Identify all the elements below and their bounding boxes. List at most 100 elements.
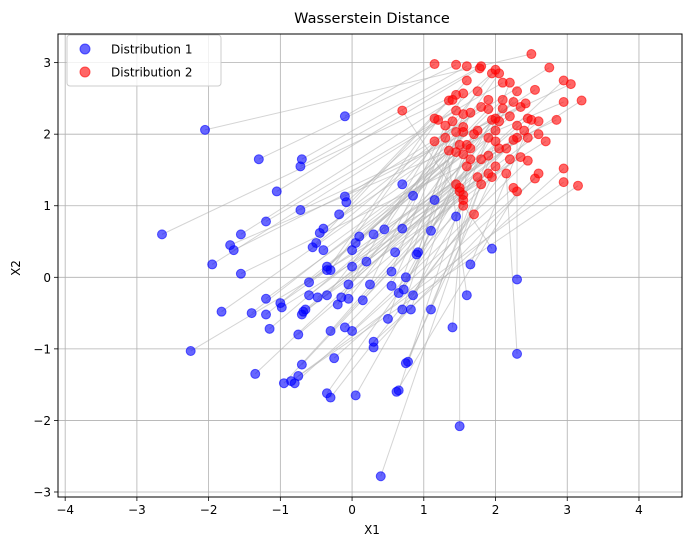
scatter-point-distribution-2 — [573, 180, 583, 191]
scatter-point-distribution-2 — [458, 127, 469, 138]
transport-line — [337, 141, 435, 305]
scatter-point-distribution-1 — [382, 313, 393, 324]
scatter-point-distribution-2 — [443, 95, 454, 106]
x-tick-label: −3 — [128, 503, 146, 517]
scatter-point-distribution-1 — [405, 304, 416, 315]
scatter-point-distribution-1 — [339, 111, 350, 122]
scatter-point-distribution-1 — [216, 306, 227, 317]
scatter-point-distribution-2 — [558, 177, 569, 188]
scatter-point-distribution-1 — [357, 295, 368, 306]
scatter-point-distribution-2 — [490, 136, 501, 147]
scatter-point-distribution-2 — [508, 134, 519, 145]
scatter-point-distribution-1 — [334, 209, 345, 220]
scatter-point-distribution-1 — [343, 293, 354, 304]
scatter-point-distribution-1 — [228, 245, 239, 256]
transport-line — [221, 144, 460, 313]
scatter-point-distribution-1 — [207, 259, 218, 270]
scatter-point-distribution-1 — [312, 292, 323, 303]
scatter-point-distribution-1 — [298, 306, 309, 317]
scatter-point-distribution-1 — [261, 216, 271, 227]
scatter-point-distribution-1 — [425, 304, 436, 315]
scatter-point-distribution-1 — [321, 290, 332, 301]
x-tick-label: −1 — [271, 503, 289, 517]
legend-marker-distribution-2 — [79, 66, 91, 78]
scatter-point-distribution-2 — [497, 94, 508, 105]
scatter-point-distribution-2 — [558, 96, 569, 107]
scatter-point-distribution-1 — [347, 245, 358, 256]
transport-line — [326, 199, 464, 394]
scatter-point-distribution-1 — [347, 261, 358, 272]
scatter-point-distribution-2 — [476, 154, 487, 165]
transport-line — [251, 144, 468, 314]
scatter-point-distribution-2 — [508, 96, 519, 107]
scatter-point-distribution-1 — [361, 256, 372, 267]
scatter-point-distribution-2 — [515, 101, 526, 112]
scatter-point-distribution-1 — [314, 227, 325, 238]
scatter-point-distribution-2 — [476, 179, 487, 190]
scatter-point-distribution-1 — [429, 195, 440, 206]
scatter-point-distribution-2 — [512, 186, 523, 197]
scatter-point-distribution-1 — [329, 353, 340, 364]
scatter-point-distribution-2 — [440, 132, 451, 143]
scatter-point-distribution-2 — [565, 79, 576, 90]
scatter-point-distribution-1 — [391, 386, 402, 397]
scatter-point-distribution-2 — [447, 116, 458, 127]
scatter-point-distribution-2 — [469, 209, 479, 220]
scatter-point-distribution-2 — [429, 59, 440, 70]
scatter-point-distribution-1 — [386, 280, 397, 291]
scatter-point-distribution-2 — [494, 68, 505, 79]
transport-line — [276, 67, 480, 192]
scatter-point-distribution-2 — [490, 161, 501, 172]
scatter-point-distribution-1 — [347, 325, 358, 336]
scatter-point-distribution-2 — [533, 116, 544, 127]
scatter-point-distribution-2 — [440, 120, 451, 131]
legend-box — [66, 34, 222, 87]
legend-marker-distribution-1 — [79, 43, 91, 55]
scatter-point-distribution-2 — [458, 200, 469, 211]
scatter-point-distribution-1 — [200, 124, 211, 135]
scatter-point-distribution-2 — [504, 154, 515, 165]
scatter-point-distribution-2 — [397, 105, 408, 116]
transport-line — [240, 99, 453, 235]
scatter-point-distribution-1 — [325, 392, 336, 403]
scatter-point-distribution-2 — [429, 136, 440, 147]
scatter-point-distribution-1 — [307, 242, 318, 253]
x-tick-label: 0 — [348, 503, 356, 517]
scatter-point-distribution-1 — [397, 304, 408, 315]
scatter-point-distribution-1 — [403, 356, 414, 367]
transport-line — [211, 110, 457, 265]
scatter-point-distribution-2 — [461, 75, 472, 86]
transport-line — [326, 118, 435, 271]
scatter-point-distribution-2 — [486, 172, 497, 183]
scatter-point-distribution-2 — [483, 104, 494, 115]
transport-line — [355, 205, 464, 396]
x-tick-label: 2 — [492, 503, 500, 517]
scatter-point-distribution-1 — [264, 323, 275, 334]
scatter-point-distribution-1 — [447, 322, 458, 333]
transport-line — [229, 101, 564, 246]
transport-line — [301, 65, 468, 160]
scatter-point-distribution-1 — [343, 279, 354, 290]
transport-line — [351, 160, 529, 332]
scatter-point-distribution-1 — [293, 329, 304, 340]
scatter-point-distribution-2 — [454, 182, 465, 193]
scatter-point-distribution-2 — [529, 84, 540, 95]
scatter-point-distribution-1 — [250, 368, 261, 379]
scatter-point-distribution-2 — [465, 143, 476, 154]
x-tick-label: 3 — [563, 503, 571, 517]
scatter-point-distribution-2 — [474, 63, 485, 74]
axis-ticks: −4 −3 −2 −1 0 1 2 3 4 −3 −2 −1 0 1 2 3 — [33, 56, 642, 517]
scatter-point-distribution-2 — [497, 103, 508, 114]
scatter-point-distribution-1 — [375, 471, 386, 482]
transport-line — [344, 63, 435, 117]
scatter-point-distribution-1 — [451, 211, 462, 222]
legend-label-distribution-1: Distribution 1 — [111, 43, 192, 57]
scatter-point-distribution-1 — [271, 186, 282, 197]
scatter-point-distribution-2 — [497, 77, 508, 88]
x-axis-label: X1 — [364, 523, 380, 537]
transport-line — [380, 141, 496, 477]
scatter-point-distribution-1 — [400, 272, 411, 283]
grid-lines — [58, 34, 682, 497]
scatter-point-distribution-2 — [490, 125, 501, 136]
